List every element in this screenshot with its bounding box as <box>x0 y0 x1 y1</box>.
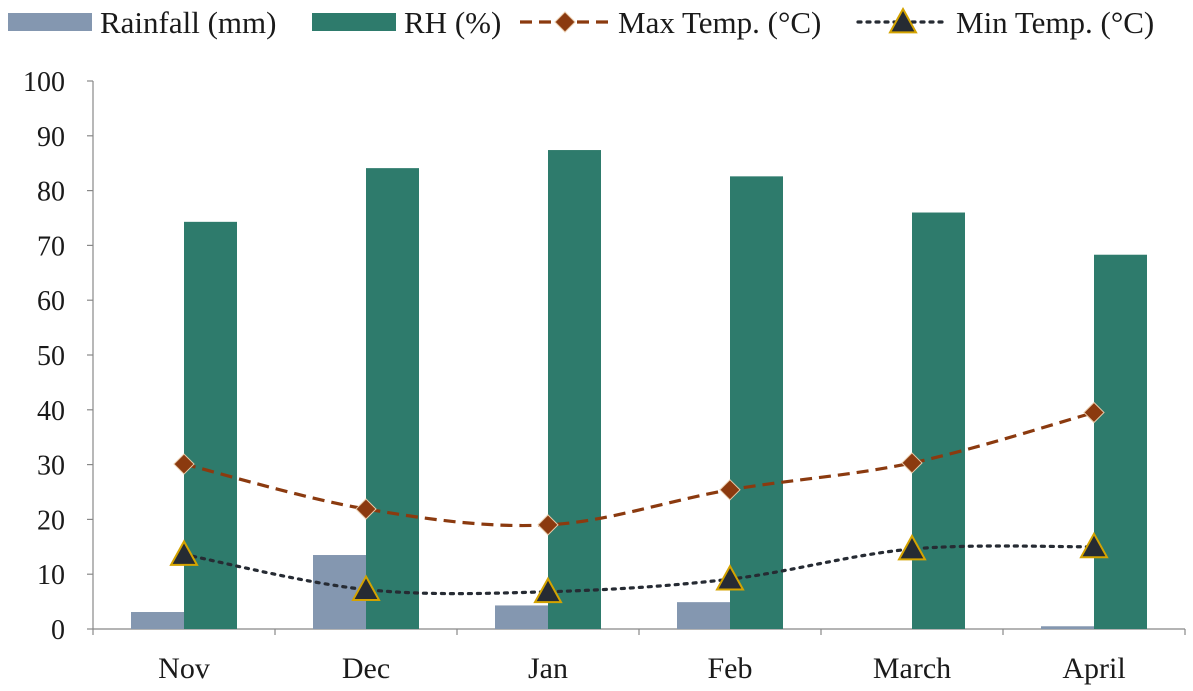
legend: Rainfall (mm) RH (%) Max Temp. (°C) Min Tem… <box>8 5 1154 40</box>
y-tick-label: 100 <box>23 67 65 98</box>
point-max-temp-c-jan <box>537 514 559 536</box>
point-max-temp-c-march <box>901 452 923 474</box>
y-tick-label: 50 <box>37 341 65 372</box>
bar-rainfall-mm-feb <box>677 602 730 629</box>
bar-rainfall-mm-nov <box>131 612 184 629</box>
point-min-temp-c-jan <box>533 576 563 604</box>
x-axis: Nov Dec Jan Feb March April <box>92 628 1186 685</box>
point-min-temp-c-nov <box>169 539 199 566</box>
line-marks <box>169 401 1109 604</box>
bar-rh-jan <box>548 150 601 629</box>
legend-min-temp-c-marker <box>888 6 918 34</box>
bar-rh-march <box>912 212 965 629</box>
x-tick-label: March <box>873 652 951 685</box>
legend-max-temp-c-label: Max Temp. (°C) <box>618 5 821 40</box>
x-tick-label: Nov <box>158 652 210 685</box>
x-tick-label: April <box>1062 652 1125 685</box>
y-tick-label: 20 <box>37 505 65 536</box>
point-min-temp-c-dec <box>351 574 381 601</box>
line-min-temp-c <box>182 544 1096 596</box>
legend-rh-swatch <box>312 13 396 31</box>
legend-max-temp-c-marker <box>554 11 576 33</box>
y-tick-label: 80 <box>37 177 65 208</box>
y-tick-label: 60 <box>37 286 65 317</box>
y-tick-label: 40 <box>37 396 65 427</box>
legend-rainfall-mm-label: Rainfall (mm) <box>100 5 276 40</box>
y-axis: 0 10 20 30 40 50 60 70 80 90 100 <box>23 67 94 646</box>
y-tick-label: 90 <box>37 122 65 153</box>
bar-rainfall-mm-april <box>1041 626 1094 629</box>
y-tick-label: 10 <box>37 560 65 591</box>
bar-rainfall-mm-jan <box>495 605 548 629</box>
point-min-temp-c-feb <box>715 564 745 591</box>
line-max-temp-c <box>183 410 1095 528</box>
bar-rh-nov <box>184 221 237 629</box>
legend-rh-label: RH (%) <box>404 5 501 40</box>
point-min-temp-c-march <box>897 533 927 561</box>
x-tick-label: Dec <box>342 652 390 685</box>
x-tick-label: Feb <box>708 652 753 685</box>
legend-min-temp-c-label: Min Temp. (°C) <box>956 5 1154 40</box>
bar-rh-dec <box>366 168 419 629</box>
legend-rainfall-mm-swatch <box>8 13 92 31</box>
point-max-temp-c-feb <box>719 479 741 501</box>
bar-rh-feb <box>730 176 783 630</box>
x-tick-label: Jan <box>528 652 568 685</box>
y-tick-label: 0 <box>51 615 65 646</box>
bar-rh-april <box>1094 254 1147 629</box>
y-tick-label: 30 <box>37 451 65 482</box>
point-max-temp-c-april <box>1083 401 1105 424</box>
point-min-temp-c-april <box>1079 531 1109 559</box>
point-max-temp-c-dec <box>355 498 377 520</box>
y-tick-label: 70 <box>37 231 65 262</box>
bar-marks <box>131 150 1147 630</box>
point-max-temp-c-nov <box>173 453 195 475</box>
